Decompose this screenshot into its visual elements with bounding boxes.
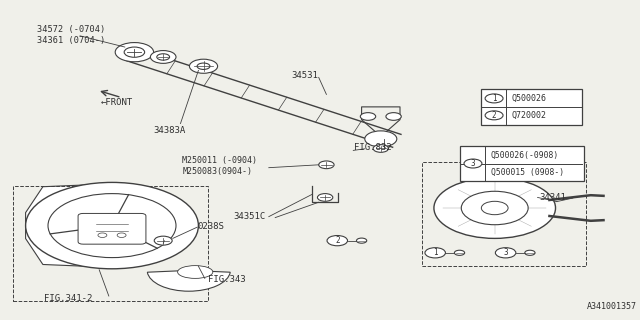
Circle shape [461, 191, 528, 225]
Circle shape [197, 63, 210, 69]
Circle shape [154, 236, 172, 245]
Text: 2: 2 [335, 236, 340, 245]
Circle shape [454, 250, 465, 255]
Circle shape [48, 194, 176, 258]
Text: 3: 3 [470, 159, 476, 168]
Text: 1: 1 [492, 94, 497, 103]
Circle shape [98, 233, 107, 237]
Text: 3: 3 [503, 248, 508, 257]
Circle shape [150, 51, 176, 63]
Text: M250011 (-0904): M250011 (-0904) [182, 156, 257, 165]
Text: FIG.341-2: FIG.341-2 [44, 294, 92, 303]
Circle shape [425, 248, 445, 258]
Circle shape [464, 159, 482, 168]
Text: 2: 2 [492, 111, 497, 120]
Circle shape [356, 238, 367, 243]
Text: Q720002: Q720002 [512, 111, 547, 120]
Polygon shape [26, 185, 95, 267]
Circle shape [485, 94, 503, 103]
Text: 34572 (-0704): 34572 (-0704) [37, 25, 106, 34]
Circle shape [189, 59, 218, 73]
Circle shape [319, 161, 334, 169]
Text: FIG.832: FIG.832 [354, 143, 392, 152]
Circle shape [373, 145, 388, 152]
Circle shape [317, 194, 333, 201]
Circle shape [115, 43, 154, 62]
Text: 34341: 34341 [540, 193, 566, 202]
Text: ←FRONT: ←FRONT [101, 98, 133, 107]
Circle shape [434, 178, 556, 238]
Text: Q500026(-0908): Q500026(-0908) [491, 150, 559, 160]
Text: A341001357: A341001357 [587, 302, 637, 311]
Circle shape [157, 54, 170, 60]
Circle shape [26, 182, 198, 269]
Text: 1: 1 [433, 248, 438, 257]
Text: 34361 (0704-): 34361 (0704-) [37, 36, 106, 45]
Text: FIG.343: FIG.343 [208, 275, 246, 284]
Circle shape [365, 131, 397, 147]
Text: Q500026: Q500026 [512, 94, 547, 103]
FancyBboxPatch shape [78, 213, 146, 244]
FancyBboxPatch shape [481, 89, 582, 125]
Ellipse shape [178, 266, 212, 278]
Circle shape [90, 214, 134, 237]
Text: 34351C: 34351C [234, 212, 266, 221]
Circle shape [327, 236, 348, 246]
Text: 0238S: 0238S [197, 222, 224, 231]
Circle shape [495, 248, 516, 258]
Wedge shape [147, 270, 230, 291]
Circle shape [117, 233, 126, 237]
Circle shape [481, 201, 508, 215]
Circle shape [124, 47, 145, 57]
Circle shape [485, 111, 503, 120]
Circle shape [525, 250, 535, 255]
Text: 34383A: 34383A [154, 126, 186, 135]
FancyBboxPatch shape [460, 146, 584, 181]
Circle shape [360, 113, 376, 120]
Text: Q500015 (0908-): Q500015 (0908-) [491, 167, 564, 177]
Text: M250083(0904-): M250083(0904-) [182, 167, 252, 176]
Text: 34531: 34531 [291, 71, 318, 80]
Circle shape [386, 113, 401, 120]
